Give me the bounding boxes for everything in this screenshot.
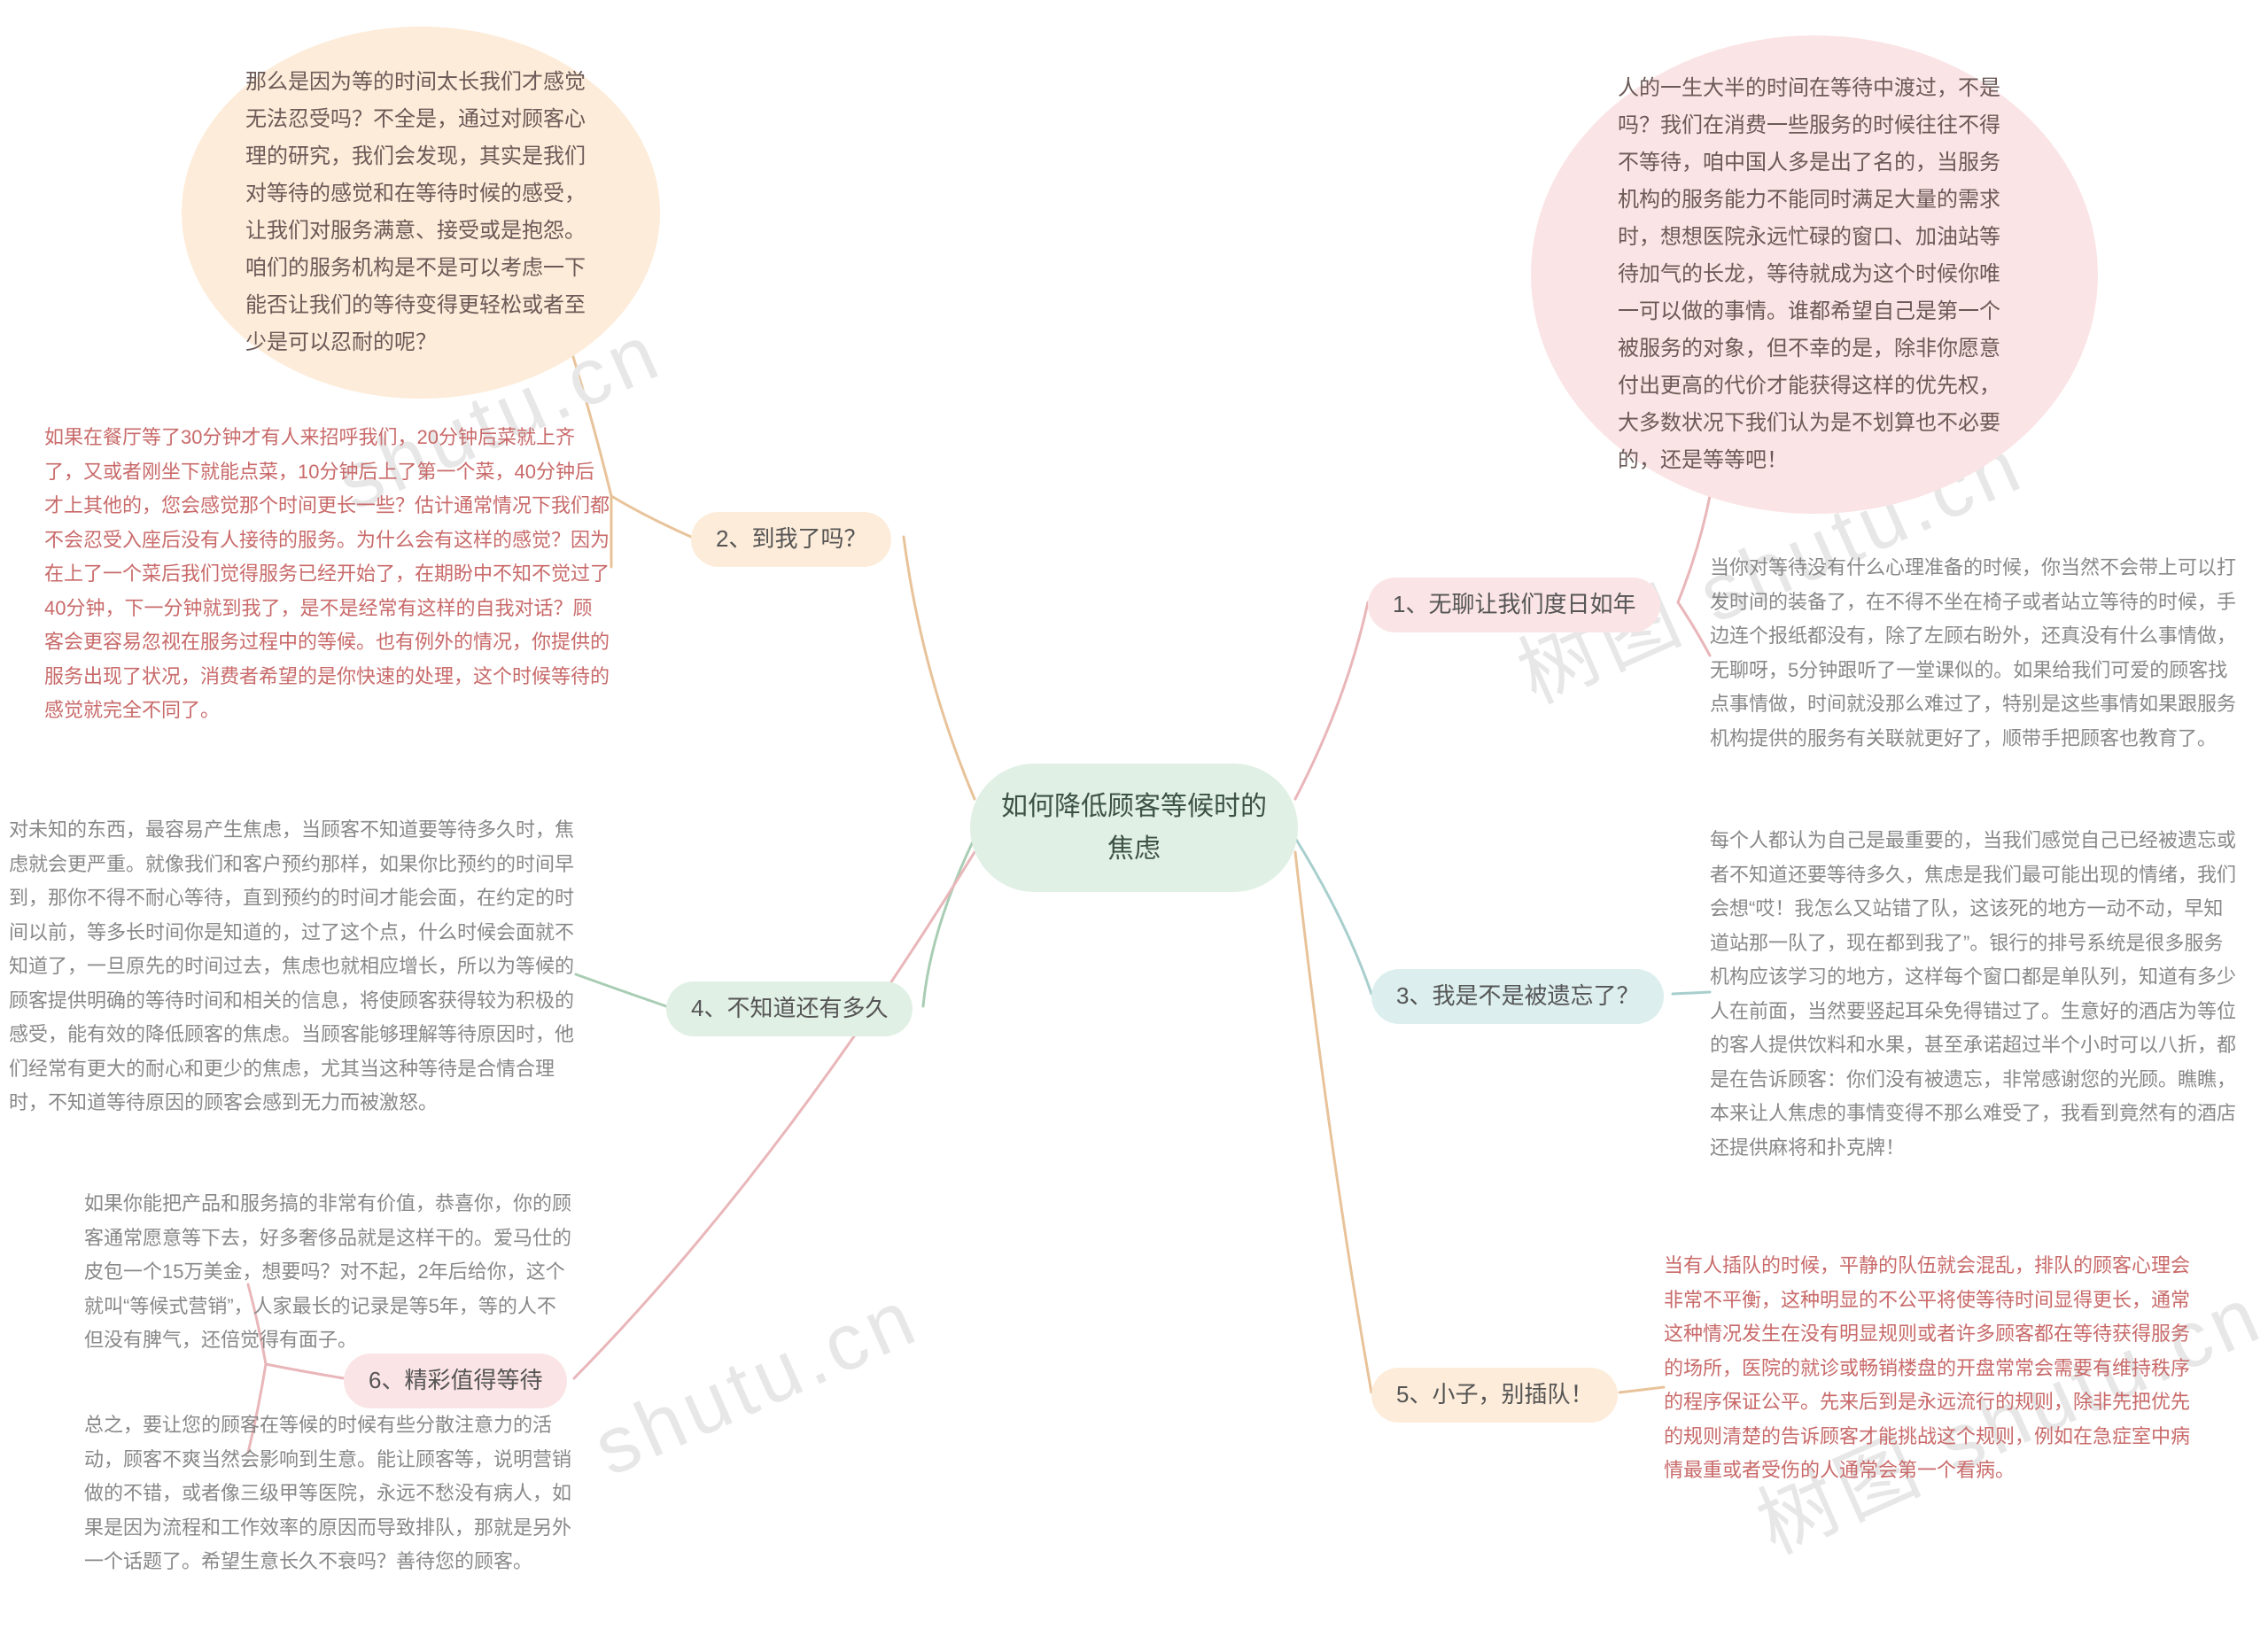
topic-2[interactable]: 2、到我了吗？ (691, 512, 891, 567)
watermark: shutu.cn (581, 1271, 933, 1494)
detail-6a: 如果你能把产品和服务搞的非常有价值，恭喜你，你的顾客通常愿意等下去，好多奢侈品就… (84, 1187, 571, 1358)
topic-2-label: 2、到我了吗？ (716, 521, 866, 558)
detail-3: 每个人都认为自己是最重要的，当我们感觉自己已经被遗忘或者不知道还要等待多久，焦虑… (1710, 824, 2237, 1165)
intro-blob-left-text: 那么是因为等的时间太长我们才感觉无法忍受吗？不全是，通过对顾客心理的研究，我们会… (245, 64, 596, 361)
detail-2: 如果在餐厅等了30分钟才有人来招呼我们，20分钟后菜就上齐了，又或者刚坐下就能点… (44, 421, 611, 728)
center-topic-label: 如何降低顾客等候时的焦虑 (990, 786, 1278, 871)
detail-6b: 总之，要让您的顾客在等候的时候有些分散注意力的活动，顾客不爽当然会影响到生意。能… (84, 1408, 571, 1579)
topic-3[interactable]: 3、我是不是被遗忘了？ (1371, 969, 1664, 1024)
detail-1: 当你对等待没有什么心理准备的时候，你当然不会带上可以打发时间的装备了，在不得不坐… (1710, 551, 2237, 756)
topic-5[interactable]: 5、小子，别插队！ (1371, 1368, 1618, 1423)
intro-blob-right: 人的一生大半的时间在等待中渡过，不是吗？我们在消费一些服务的时候往往不得不等待，… (1531, 35, 2098, 514)
topic-1[interactable]: 1、无聊让我们度日如年 (1368, 578, 1660, 632)
topic-6-label: 6、精彩值得等待 (369, 1362, 542, 1400)
detail-5: 当有人插队的时候，平静的队伍就会混乱，排队的顾客心理会非常不平衡，这种明显的不公… (1664, 1249, 2209, 1488)
topic-1-label: 1、无聊让我们度日如年 (1393, 586, 1635, 624)
topic-5-label: 5、小子，别插队！ (1396, 1377, 1593, 1414)
intro-blob-left: 那么是因为等的时间太长我们才感觉无法忍受吗？不全是，通过对顾客心理的研究，我们会… (182, 27, 660, 399)
topic-3-label: 3、我是不是被遗忘了？ (1396, 978, 1639, 1015)
intro-blob-right-text: 人的一生大半的时间在等待中渡过，不是吗？我们在消费一些服务的时候往往不得不等待，… (1618, 70, 2011, 479)
detail-4: 对未知的东西，最容易产生焦虑，当顾客不知道要等待多久时，焦虑就会更严重。就像我们… (9, 813, 576, 1121)
mindmap-canvas: shutu.cn 树图 shutu.cn shutu.cn 树图 shutu.c… (0, 0, 2268, 1652)
topic-4[interactable]: 4、不知道还有多久 (666, 981, 913, 1036)
topic-6[interactable]: 6、精彩值得等待 (344, 1353, 567, 1408)
center-topic[interactable]: 如何降低顾客等候时的焦虑 (970, 764, 1298, 892)
topic-4-label: 4、不知道还有多久 (691, 990, 888, 1028)
